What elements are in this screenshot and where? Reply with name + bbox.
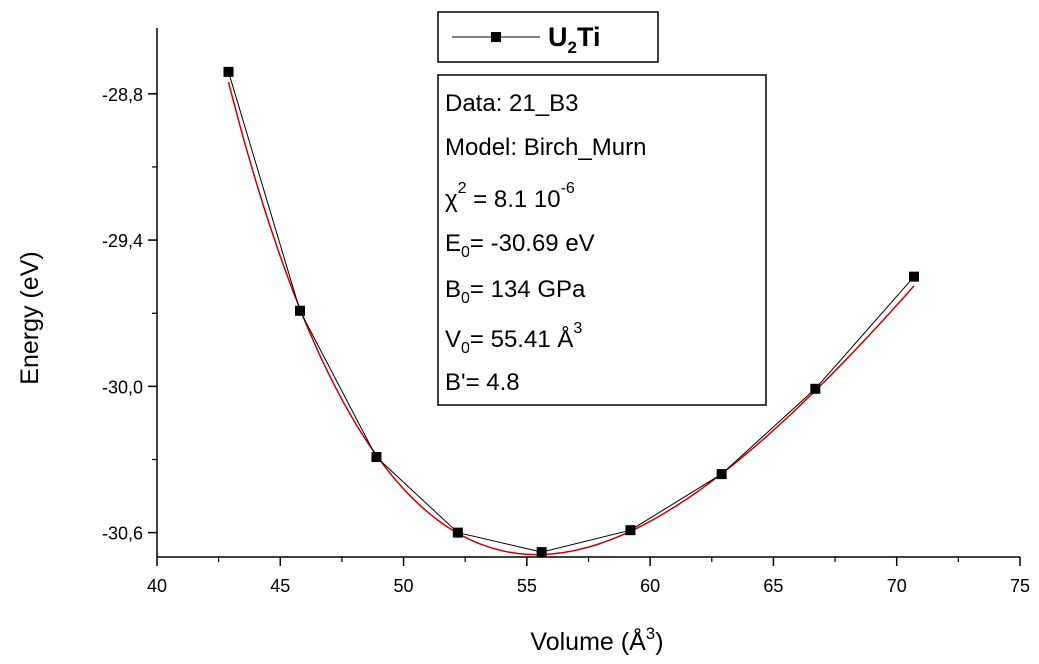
ticks: 40 45 50 55 60 65 70 75 -28,8 -29,4 -30,0 -30,6 bbox=[102, 85, 1030, 596]
fit-chi-square: χ2 = 8.1 10-6 bbox=[445, 180, 575, 213]
x-tick-label: 65 bbox=[763, 576, 783, 596]
fit-curve bbox=[227, 81, 915, 556]
x-tick-label: 75 bbox=[1010, 576, 1030, 596]
fit-box-frame bbox=[437, 74, 767, 406]
data-point bbox=[223, 66, 234, 77]
x-tick-label: 60 bbox=[640, 576, 660, 596]
x-tick-label: 50 bbox=[394, 576, 414, 596]
y-tick-label: -29,4 bbox=[102, 231, 143, 251]
y-axis-label: Energy (eV) bbox=[16, 251, 44, 384]
legend: U2Ti bbox=[437, 11, 659, 63]
markers bbox=[223, 66, 919, 558]
x-tick-label: 70 bbox=[887, 576, 907, 596]
data-point bbox=[908, 271, 919, 282]
y-tick-label: -30,0 bbox=[102, 377, 143, 397]
data-point bbox=[716, 469, 727, 480]
data-point bbox=[810, 383, 821, 394]
x-tick-label: 55 bbox=[517, 576, 537, 596]
fit-b0: B0= 134 GPa bbox=[445, 276, 586, 307]
fit-model: Model: Birch_Murn bbox=[445, 134, 646, 161]
fit-v0: V0= 55.41 Å3 bbox=[445, 320, 582, 357]
y-tick-label: -30,6 bbox=[102, 524, 143, 544]
y-tick-label: -28,8 bbox=[102, 85, 143, 105]
fit-bprime: B'= 4.8 bbox=[445, 369, 520, 396]
legend-marker bbox=[491, 32, 501, 42]
data-point bbox=[295, 305, 306, 316]
fit-results-box: Data: 21_B3 Model: Birch_Murn χ2 = 8.1 1… bbox=[437, 74, 767, 406]
legend-label: U2Ti bbox=[548, 22, 600, 57]
data-point bbox=[536, 547, 547, 558]
data-point bbox=[452, 527, 463, 538]
fit-e0: E0= -30.69 eV bbox=[445, 230, 595, 261]
data-point bbox=[625, 525, 636, 536]
x-tick-label: 40 bbox=[147, 576, 167, 596]
data-point bbox=[371, 452, 382, 463]
x-axis-label: Volume (Å3) bbox=[530, 624, 663, 656]
x-tick-label: 45 bbox=[270, 576, 290, 596]
fit-data: Data: 21_B3 bbox=[445, 90, 578, 117]
